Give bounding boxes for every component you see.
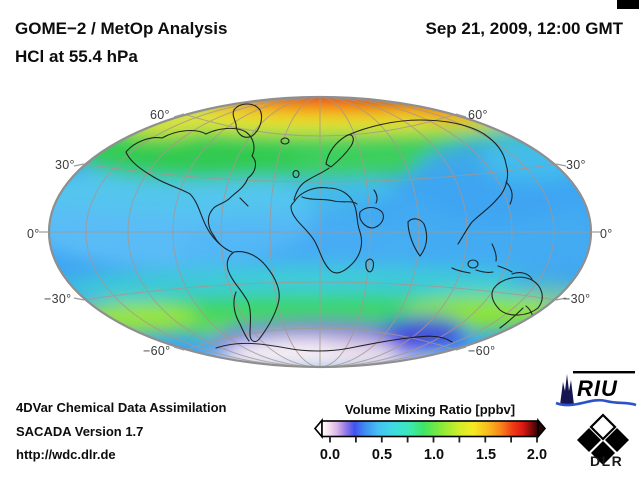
page-title: GOME−2 / MetOp Analysis xyxy=(15,19,228,38)
lat-label-left-0: 0° xyxy=(27,227,40,241)
lat-label-right-60: 60° xyxy=(468,108,488,122)
lat-label-right-30: 30° xyxy=(566,158,586,172)
lat-label-right-minus60: −60° xyxy=(468,344,496,358)
dlr-logo: DLR xyxy=(577,413,629,469)
colorbar-tick-label-10: 1.0 xyxy=(423,447,445,463)
lat-label-right-minus30: −30° xyxy=(563,292,591,306)
page-subtitle: HCl at 55.4 hPa xyxy=(15,47,138,66)
colorbar-title: Volume Mixing Ratio [ppbv] xyxy=(344,402,516,417)
lat-label-left-30: 30° xyxy=(55,158,75,172)
colorbar-svg xyxy=(313,418,547,443)
colorbar-gradient-bar xyxy=(321,420,539,438)
footer-assimilation-label: 4DVar Chemical Data Assimilation xyxy=(16,400,227,415)
colorbar-right-arrow-icon xyxy=(537,418,547,439)
colorbar-tick-label-20: 2.0 xyxy=(526,447,548,463)
coastlines xyxy=(125,103,543,352)
lat-label-left-60: 60° xyxy=(150,108,170,122)
riu-wordmark: RIU xyxy=(577,376,618,401)
colorbar-tick-label-0: 0.0 xyxy=(319,447,341,463)
corner-mark xyxy=(617,0,639,9)
datetime-label: Sep 21, 2009, 12:00 GMT xyxy=(425,19,624,38)
riu-logo: RIU xyxy=(555,371,637,407)
lat-tick-marks xyxy=(39,113,601,351)
dlr-wordmark: DLR xyxy=(590,453,623,469)
footer-url-label: http://wdc.dlr.de xyxy=(16,447,116,462)
dlr-emblem-icon xyxy=(577,413,629,465)
footer-version-label: SACADA Version 1.7 xyxy=(16,424,144,439)
colorbar-tick-marks xyxy=(329,436,538,443)
riu-wave xyxy=(555,398,637,407)
colorbar-left-arrow-icon xyxy=(313,418,323,439)
lat-label-left-minus60: −60° xyxy=(143,344,171,358)
colorbar-tick-label-05: 0.5 xyxy=(371,447,393,463)
lat-label-left-minus30: −30° xyxy=(44,292,72,306)
riu-topline xyxy=(573,371,635,374)
cathedral-icon xyxy=(560,374,574,405)
colorbar-tick-label-15: 1.5 xyxy=(475,447,497,463)
lat-label-right-0: 0° xyxy=(600,227,613,241)
graticule xyxy=(49,97,591,367)
